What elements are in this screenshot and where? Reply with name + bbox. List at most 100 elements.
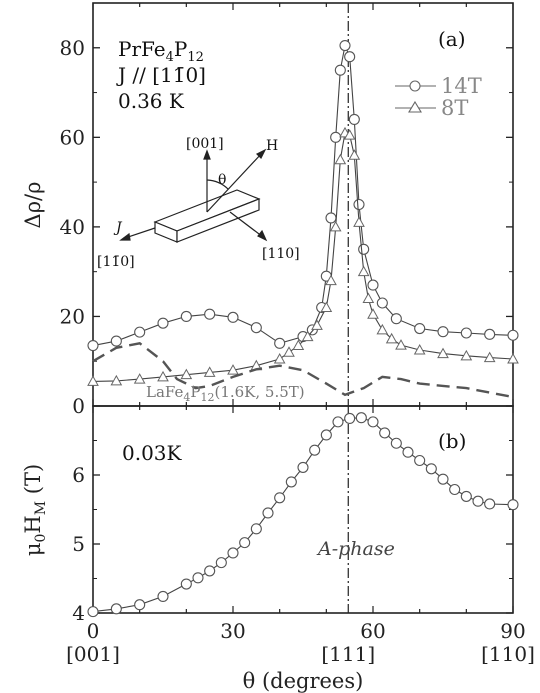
- data-point: [472, 495, 484, 507]
- lafe4p12-sub: 4: [183, 391, 190, 404]
- data-point: [339, 39, 351, 52]
- data-point: [320, 301, 333, 312]
- data-point: [390, 437, 402, 449]
- data-point: [227, 547, 239, 559]
- data-point: [507, 499, 519, 511]
- data-point: [437, 473, 449, 485]
- data-point: [157, 317, 169, 329]
- inset-label-j: J: [113, 220, 123, 236]
- data-point: [355, 412, 367, 424]
- data-point: [180, 310, 192, 322]
- data-point: [367, 279, 379, 291]
- x-tick-label: 0: [87, 619, 100, 643]
- data-point: [301, 330, 314, 342]
- data-point: [343, 129, 356, 140]
- data-point: [180, 578, 192, 590]
- panel-b: 456 (b) 0.03K A-phase μ0HM (T) 0 30 60 90 […: [21, 405, 535, 693]
- data-point: [367, 308, 379, 319]
- data-point: [157, 370, 169, 382]
- data-point: [227, 364, 239, 375]
- lafe4p12-part: (1.6K, 5.5T): [214, 383, 304, 401]
- data-point: [437, 326, 449, 338]
- data-point: [273, 352, 286, 364]
- data-point: [348, 113, 360, 125]
- ylabel-part: μ: [21, 543, 45, 557]
- lafe4p12-curve-label: LaFe4P12(1.6K, 5.5T): [146, 383, 305, 404]
- lafe4p12-part: P: [190, 383, 200, 401]
- data-point: [87, 375, 99, 386]
- data-point: [437, 347, 449, 359]
- data-point: [425, 463, 437, 475]
- y-tick-label: 0: [72, 394, 85, 418]
- data-point: [157, 590, 169, 602]
- panel-b-series: [87, 412, 519, 618]
- data-point: [460, 490, 472, 502]
- ylabel-part: (T): [21, 464, 45, 501]
- data-point: [204, 308, 216, 320]
- data-point: [507, 352, 519, 364]
- data-point: [292, 339, 305, 351]
- data-point: [344, 51, 356, 63]
- sample-name-part: PrFe: [118, 37, 166, 61]
- panel-b-ticks: [92, 406, 514, 614]
- lafe4p12-sub: 12: [200, 391, 214, 404]
- inset-label-110: [110]: [262, 246, 300, 262]
- data-point: [283, 346, 295, 357]
- data-point: [262, 507, 274, 519]
- panel-a-ytick-labels: 0 20 40 60 80: [60, 36, 85, 418]
- data-point: [110, 335, 122, 347]
- y-tick-label: 60: [60, 125, 85, 149]
- legend: 14T 8T: [395, 74, 482, 120]
- temperature-label-b: 0.03K: [122, 441, 183, 465]
- data-point: [204, 565, 216, 577]
- data-point: [414, 454, 426, 467]
- x-direction-label: [110]: [481, 642, 535, 666]
- inset-label-1m10: [11̄0]: [97, 254, 135, 270]
- data-point: [376, 297, 388, 309]
- data-point: [385, 332, 398, 344]
- data-point: [332, 416, 344, 428]
- data-point: [203, 366, 216, 377]
- legend-label-14t: 14T: [441, 74, 482, 98]
- ylabel-sub: M: [33, 501, 49, 515]
- data-point: [395, 339, 407, 350]
- data-point: [334, 64, 346, 76]
- axis-110-arrowhead: [257, 229, 268, 242]
- inset-label-h: H: [266, 138, 278, 154]
- data-point: [274, 492, 286, 504]
- data-point: [325, 212, 337, 224]
- y-tick-label: 80: [60, 36, 85, 60]
- y-tick-label: 4: [72, 601, 85, 625]
- panel-a-label: (a): [438, 27, 466, 51]
- data-point: [87, 606, 99, 618]
- legend-label-8t: 8T: [441, 96, 468, 120]
- y-tick-label: 6: [72, 463, 85, 487]
- field-h-arrowhead: [255, 148, 267, 160]
- data-point: [390, 313, 402, 325]
- data-point: [110, 374, 123, 386]
- panel-b-ylabel: μ0HM (T): [21, 464, 49, 556]
- sample-name-sub: 12: [187, 50, 204, 65]
- theta-arc: [206, 179, 229, 190]
- y-tick-label: 5: [72, 532, 85, 556]
- data-point: [376, 323, 389, 335]
- crystal-bar-side: [176, 198, 260, 243]
- data-point: [134, 326, 146, 338]
- data-point: [353, 198, 365, 211]
- data-point: [110, 603, 122, 615]
- axis-110-arrow: [229, 211, 264, 238]
- ylabel-part: H: [21, 515, 45, 533]
- panel-a-series: [87, 39, 519, 399]
- data-point: [483, 351, 496, 363]
- data-point: [250, 523, 262, 535]
- data-point: [402, 446, 414, 458]
- data-point: [311, 319, 323, 330]
- data-point: [334, 153, 347, 165]
- data-point: [414, 322, 426, 335]
- lafe4p12-part: LaFe: [146, 383, 183, 401]
- x-tick-labels: 0 30 60 90: [87, 619, 526, 643]
- legend-marker-14t: [409, 80, 421, 92]
- data-point: [297, 461, 309, 473]
- x-tick-label: 30: [220, 619, 245, 643]
